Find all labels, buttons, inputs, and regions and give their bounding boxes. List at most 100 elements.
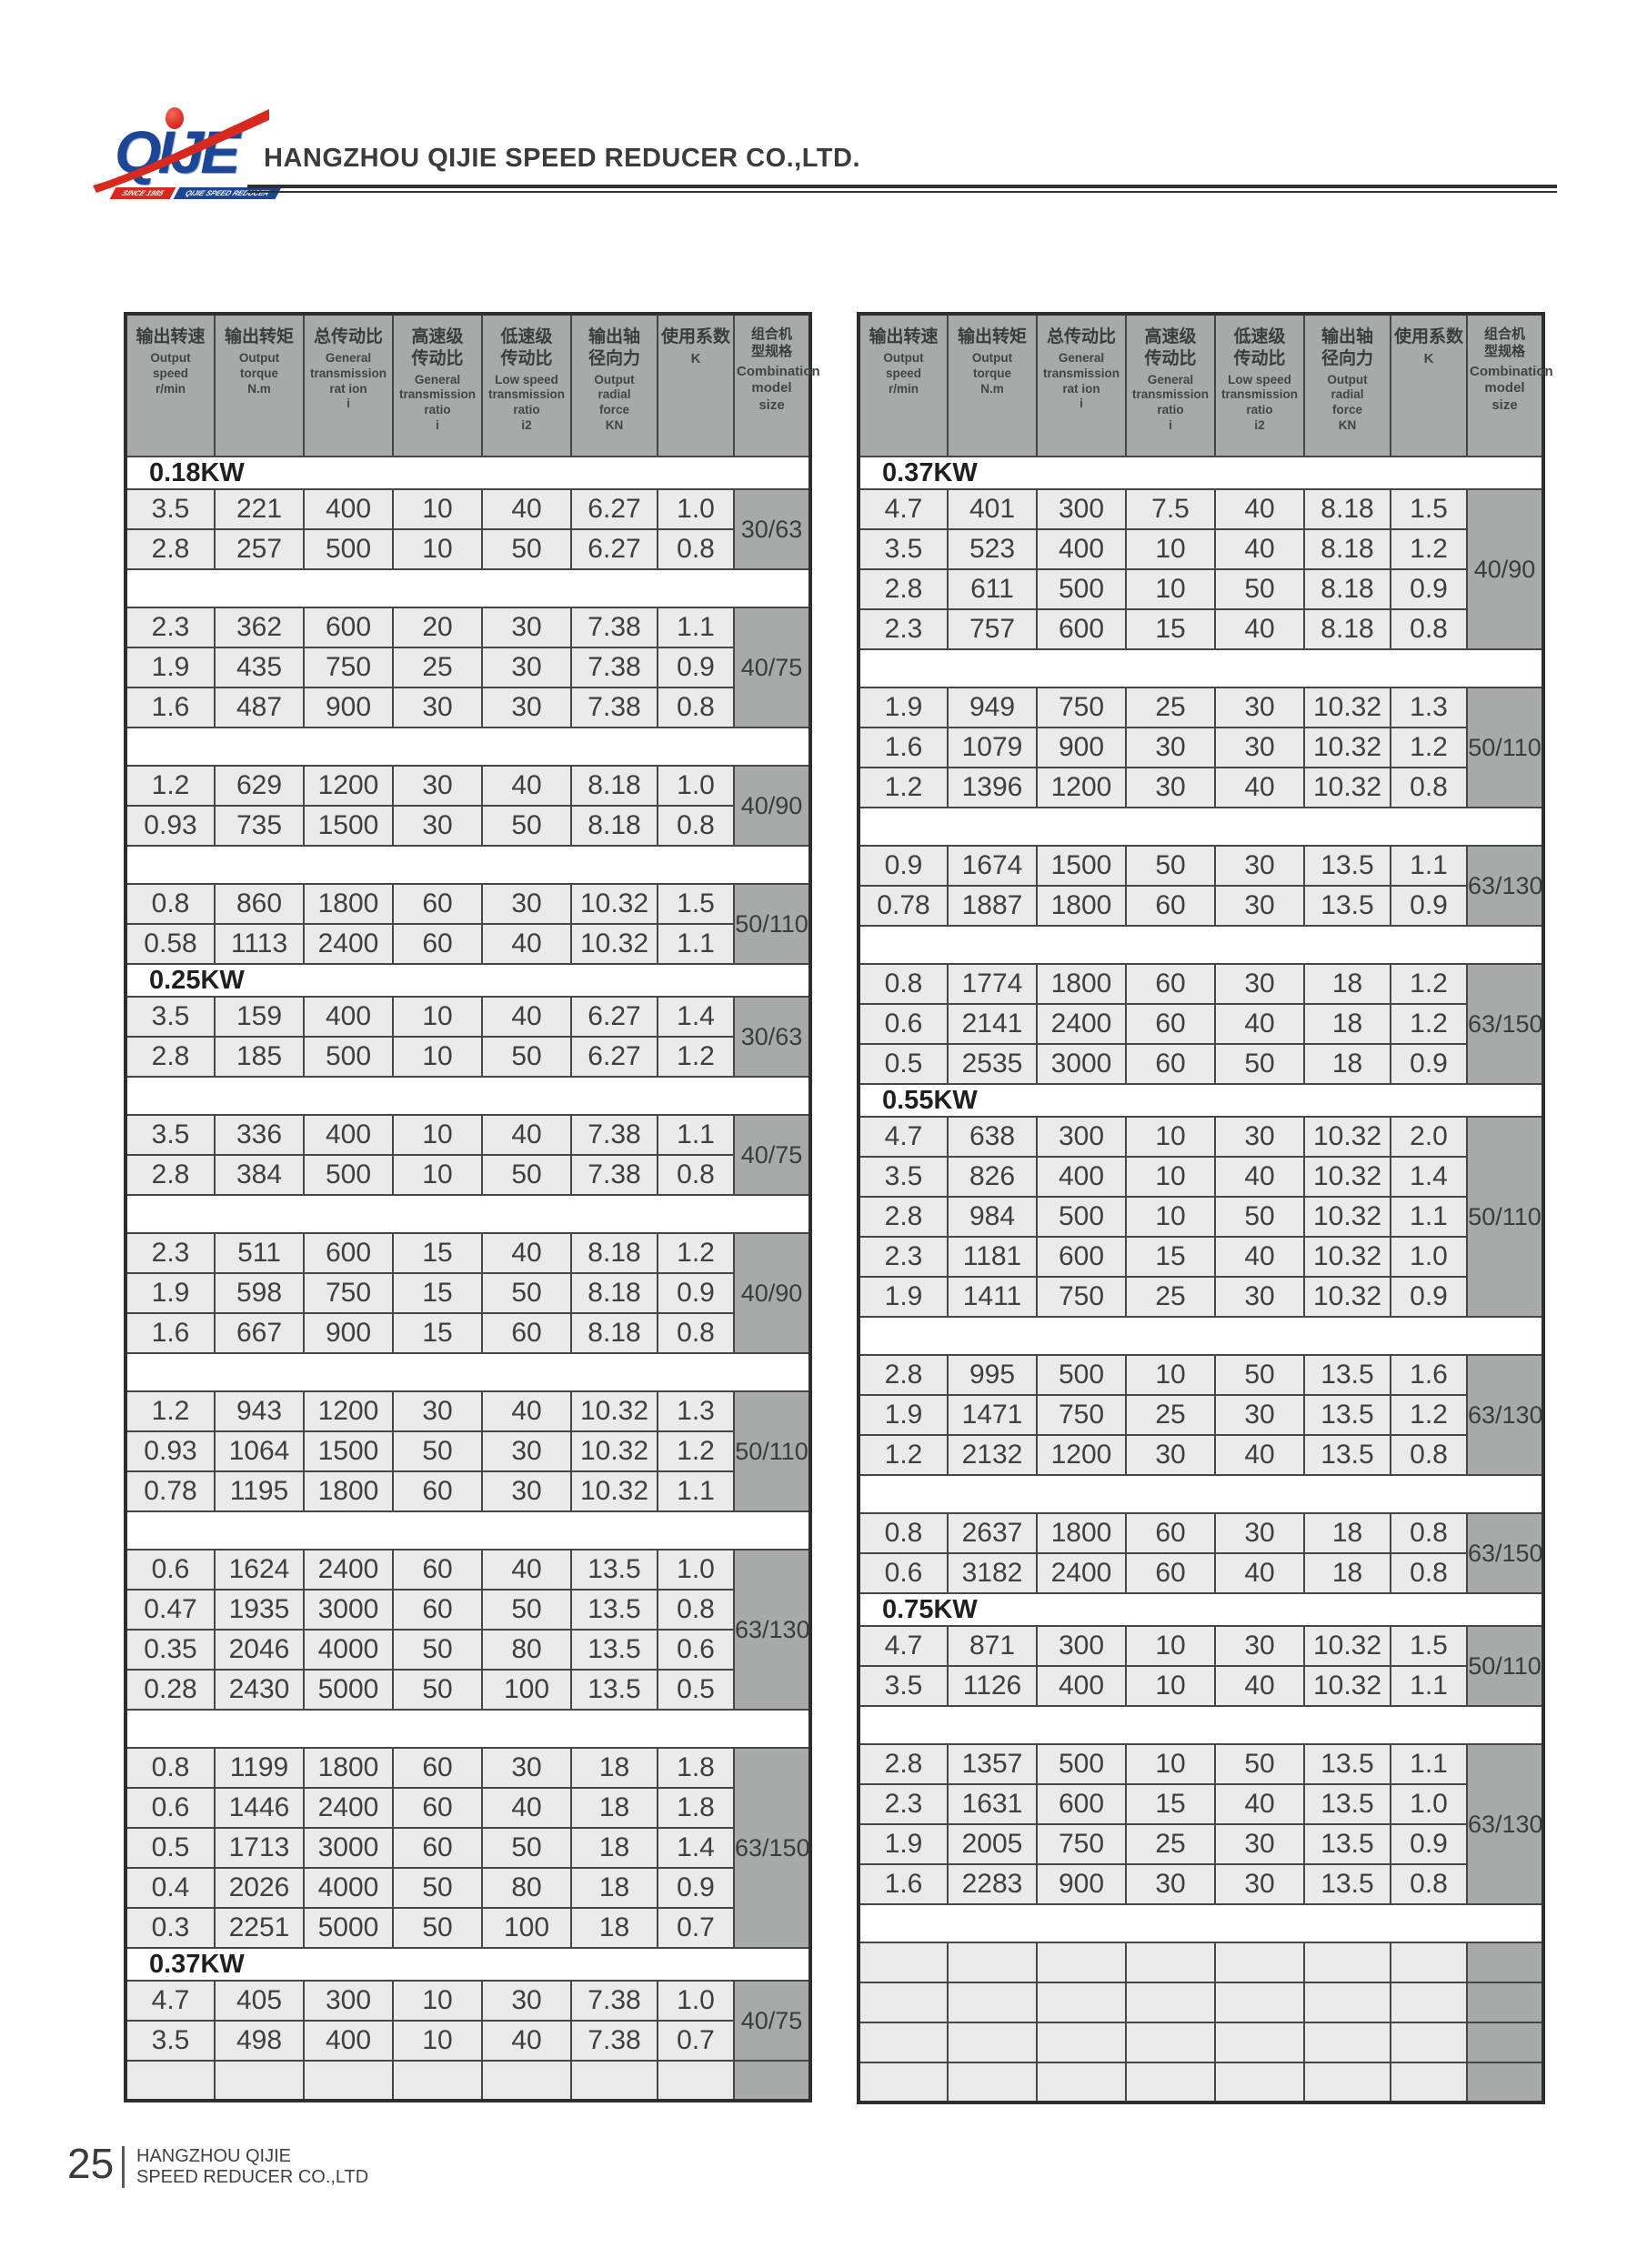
empty-cell [947, 2022, 1038, 2063]
table-cell: 13.5 [1303, 1823, 1391, 1865]
table-row: 1.9 435 750 25 30 7.38 0.9 [125, 647, 810, 688]
page-title: HANGZHOU QIJIE SPEED REDUCER CO.,LTD. [264, 144, 861, 173]
table-cell: 60 [1125, 885, 1216, 927]
table-cell: 15 [1125, 608, 1216, 650]
table-cell: 10 [392, 528, 483, 570]
section-row: 0.37KW [859, 457, 1543, 489]
table-row: 3.5 523 400 10 40 8.18 1.2 [858, 528, 1543, 570]
table-cell: 3.5 [125, 2020, 216, 2062]
empty-cell [1036, 2022, 1127, 2063]
table-row: 0.4 2026 4000 50 80 18 0.9 [125, 1867, 810, 1909]
table-cell: 13.5 [1303, 1394, 1391, 1436]
column-header-zh: 输出轴 径向力 [1321, 327, 1373, 368]
table-cell: 10.32 [1303, 1156, 1391, 1198]
table-row: 1.6 2283 900 30 30 13.5 0.8 [858, 1863, 1543, 1905]
table-cell: 40 [481, 765, 572, 807]
table-cell: 0.6 [657, 1629, 735, 1671]
table-row: 0.93 735 1500 30 50 8.18 0.8 [125, 805, 810, 847]
table-cell: 400 [303, 1114, 394, 1156]
table-cell: 1.1 [657, 1470, 735, 1512]
column-header-zh: 输出轴 径向力 [588, 327, 640, 368]
column-header-zh: 输出转速 [869, 327, 939, 346]
table-cell: 10 [392, 488, 483, 530]
table-cell: 667 [214, 1312, 305, 1354]
column-header-en: Output torque N.m [238, 350, 280, 396]
table-cell: 600 [1036, 608, 1127, 650]
table-cell: 30 [1214, 687, 1305, 728]
table-cell: 10.32 [1303, 1665, 1391, 1707]
table-cell: 1.2 [125, 765, 216, 807]
column-header-4: 高速级 传动比 General transmission ratio i [392, 313, 483, 457]
table-cell: 10.32 [1303, 727, 1391, 768]
empty-cell [947, 2062, 1038, 2103]
column-header-en: Combination model size [1470, 363, 1553, 414]
empty-row [858, 1982, 1544, 2023]
table-cell: 20 [392, 607, 483, 648]
table-cell: 2400 [1036, 1552, 1127, 1594]
table-cell: 4000 [303, 1629, 394, 1671]
table-cell: 7.38 [570, 1114, 658, 1156]
column-header-8: 组合机 型规格 Combination model size [733, 313, 820, 457]
empty-row [125, 2060, 811, 2102]
table-cell: 7.38 [570, 1154, 658, 1196]
table-cell: 30 [481, 1747, 572, 1789]
empty-cell [858, 2022, 949, 2063]
table-cell: 30 [392, 687, 483, 728]
spec-table-right: 输出转速 Output speed r/min 输出转矩 Output torque … [857, 312, 1553, 2104]
column-header-3: 总传动比 General transmission rat ion i [303, 313, 394, 457]
table-cell: 40 [1214, 528, 1305, 570]
table-cell: 1.1 [1390, 845, 1468, 887]
table-cell: 13.5 [1303, 1783, 1391, 1825]
table-cell: 400 [303, 2020, 394, 2062]
table-cell: 1.9 [858, 1276, 949, 1318]
table-cell: 0.7 [657, 2020, 735, 2062]
table-cell: 4.7 [858, 488, 949, 530]
header-rule-thin [247, 191, 1557, 193]
table-cell: 0.8 [657, 528, 735, 570]
separator-row [859, 808, 1543, 846]
empty-cell [858, 1982, 949, 2023]
empty-combination-cell [1466, 2062, 1544, 2103]
table-cell: 40 [1214, 1156, 1305, 1198]
table-cell: 7.38 [570, 607, 658, 648]
table-cell: 2.3 [125, 1232, 216, 1274]
table-cell: 995 [947, 1354, 1038, 1396]
table-cell: 13.5 [1303, 1434, 1391, 1476]
table-cell: 7.38 [570, 1980, 658, 2022]
table-cell: 13.5 [570, 1549, 658, 1591]
table-cell: 40 [481, 488, 572, 530]
combination-size-cell: 63/130 [1466, 1354, 1544, 1476]
table-cell: 2.3 [858, 608, 949, 650]
table-cell: 50 [481, 1036, 572, 1078]
table-cell: 3.5 [125, 1114, 216, 1156]
table-row: 2.3 511 600 15 40 8.18 1.2 40/90 [125, 1232, 811, 1354]
table-cell: 8.18 [1303, 608, 1391, 650]
table-cell: 15 [392, 1272, 483, 1314]
combination-size-cell: 40/90 [733, 1232, 811, 1354]
empty-cell [1303, 2022, 1391, 2063]
column-header-zh: 组合机 型规格 [750, 326, 792, 359]
column-header-8: 组合机 型规格 Combination model size [1466, 313, 1553, 457]
table-row: 1.9 2005 750 25 30 13.5 0.9 [858, 1823, 1543, 1865]
table-cell: 60 [392, 1747, 483, 1789]
table-row: 3.5 221 400 10 40 6.27 1.0 30/63 [125, 488, 811, 570]
table-cell: 500 [1036, 1743, 1127, 1785]
table-cell: 1800 [1036, 1512, 1127, 1554]
table-cell: 1.2 [858, 1434, 949, 1476]
empty-combination-cell [733, 2060, 811, 2102]
table-cell: 50 [481, 1589, 572, 1631]
table-cell: 30 [1214, 845, 1305, 887]
table-cell: 185 [214, 1036, 305, 1078]
table-cell: 0.8 [657, 687, 735, 728]
table-cell: 0.8 [1390, 1552, 1468, 1594]
column-header-6: 输出轴 径向力 Output radial force KN [570, 313, 658, 457]
separator-row [126, 728, 810, 766]
separator-row [859, 1904, 1543, 1942]
table-cell: 0.35 [125, 1629, 216, 1671]
table-cell: 1.6 [1390, 1354, 1468, 1396]
table-cell: 0.47 [125, 1589, 216, 1631]
combination-size-cell: 30/63 [733, 488, 811, 570]
table-row: 2.8 995 500 10 50 13.5 1.6 63/130 [858, 1354, 1544, 1476]
table-cell: 6.27 [570, 528, 658, 570]
table-cell: 100 [481, 1669, 572, 1711]
